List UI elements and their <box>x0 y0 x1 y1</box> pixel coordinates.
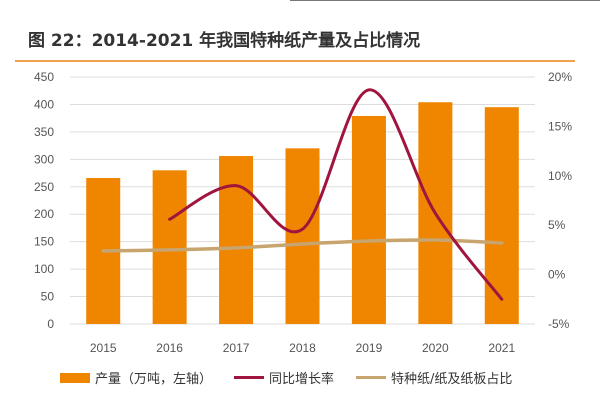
left-tick-label: 350 <box>34 125 54 139</box>
x-tick-label: 2016 <box>156 341 183 355</box>
x-tick-label: 2019 <box>356 341 383 355</box>
legend-item-growth: 同比增长率 <box>234 368 334 387</box>
legend-label: 特种纸/纸及纸板占比 <box>391 372 513 387</box>
legend-swatch <box>60 372 90 383</box>
legend-swatch <box>356 376 387 379</box>
growth-rate-line <box>168 88 504 301</box>
left-tick-label: 100 <box>34 262 54 276</box>
legend-label: 同比增长率 <box>269 372 335 387</box>
x-tick-label: 2020 <box>422 341 449 355</box>
bar-2018 <box>285 148 320 324</box>
top-rule <box>290 0 600 1</box>
title-underline <box>15 60 575 62</box>
share-line <box>101 238 504 253</box>
right-tick-label: 20% <box>548 70 572 84</box>
legend-swatch <box>234 376 265 379</box>
bar-2019 <box>351 115 386 325</box>
legend-item-production: 产量（万吨，左轴） <box>60 368 212 387</box>
legend-item-share: 特种纸/纸及纸板占比 <box>356 368 512 387</box>
bar-2017 <box>219 156 254 324</box>
left-tick-label: 400 <box>34 97 54 111</box>
x-tick-label: 2017 <box>223 341 250 355</box>
left-tick-label: 0 <box>47 317 54 331</box>
left-tick-label: 50 <box>41 290 55 304</box>
chart-title: 图 22：2014-2021 年我国特种纸产量及占比情况 <box>28 31 421 51</box>
left-tick-label: 450 <box>34 70 54 84</box>
legend: 产量（万吨，左轴） 同比增长率 特种纸/纸及纸板占比 <box>60 368 512 387</box>
bar-2021 <box>484 107 519 324</box>
right-tick-label: 15% <box>548 119 572 133</box>
left-tick-label: 300 <box>34 152 54 166</box>
left-tick-label: 200 <box>34 207 54 221</box>
right-tick-label: 0% <box>548 268 566 282</box>
right-tick-label: 5% <box>548 218 566 232</box>
legend-label: 产量（万吨，左轴） <box>95 372 213 387</box>
left-tick-label: 250 <box>34 180 54 194</box>
left-tick-label: 150 <box>34 235 54 249</box>
right-tick-label: 10% <box>548 169 572 183</box>
x-tick-label: 2021 <box>488 341 515 355</box>
bar-2016 <box>152 170 187 324</box>
x-tick-label: 2015 <box>90 341 117 355</box>
x-tick-label: 2018 <box>289 341 316 355</box>
right-tick-label: -5% <box>548 317 570 331</box>
